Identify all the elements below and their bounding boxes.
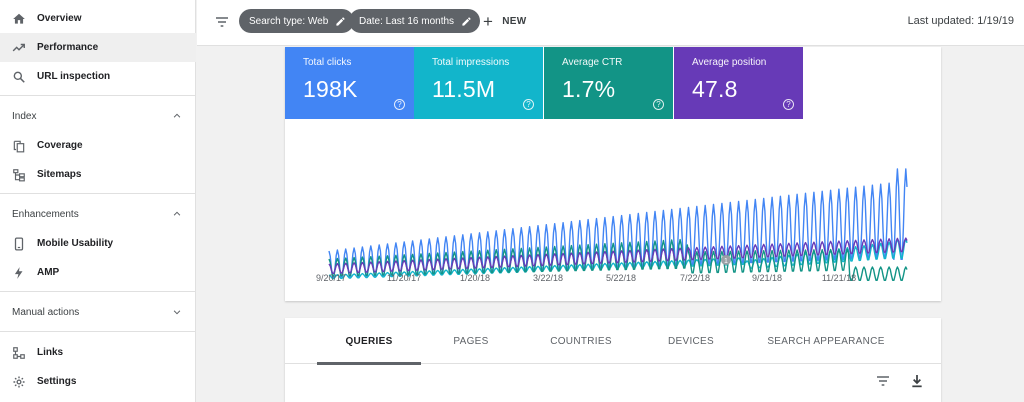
sidebar-item-links[interactable]: Links [0, 338, 196, 367]
sidebar-item-label: Mobile Usability [37, 238, 114, 249]
sidebar-item-label: Links [37, 347, 64, 358]
download-icon[interactable] [909, 373, 925, 389]
sidebar-item-sitemaps[interactable]: Sitemaps [0, 160, 196, 189]
tab-search-appearance[interactable]: SEARCH APPEARANCE [761, 318, 891, 364]
x-tick-label: 3/22/18 [533, 273, 563, 283]
chip-label: Date: Last 16 months [359, 15, 455, 27]
filter-rows-icon[interactable] [875, 373, 891, 389]
help-icon[interactable]: ? [783, 99, 794, 110]
home-icon [12, 12, 26, 26]
x-tick-label: 9/21/18 [752, 273, 782, 283]
tab-label: PAGES [453, 335, 489, 347]
metric-average-ctr[interactable]: Average CTR 1.7% ? [544, 47, 673, 119]
divider [0, 95, 196, 96]
edit-icon [462, 16, 471, 26]
chevron-up-icon [173, 113, 181, 118]
metric-value: 11.5M [432, 76, 496, 102]
section-title: Enhancements [12, 208, 79, 220]
help-icon[interactable]: ? [394, 99, 405, 110]
search-type-chip[interactable]: Search type: Web [239, 9, 355, 33]
sidebar-item-settings[interactable]: Settings [0, 367, 196, 396]
sidebar-item-label: Performance [37, 42, 99, 53]
help-icon[interactable]: ? [523, 99, 534, 110]
help-icon[interactable]: ? [653, 99, 664, 110]
annotation-marker[interactable]: 1 [721, 255, 731, 265]
edit-icon [336, 16, 345, 26]
sidebar-item-label: Sitemaps [37, 169, 82, 180]
divider [0, 193, 196, 194]
x-tick-label: 1/20/18 [460, 273, 490, 283]
active-tab-indicator [317, 362, 421, 365]
sidebar-item-url-inspection[interactable]: URL inspection [0, 62, 196, 91]
chip-label: Search type: Web [249, 15, 329, 27]
x-tick-label: 7/22/18 [680, 273, 710, 283]
results-table-card: QUERIES PAGES COUNTRIES DEVICES SEARCH A… [285, 318, 941, 402]
series-line-4 [328, 237, 908, 275]
x-tick-label: 11/20/17 [387, 273, 421, 283]
sidebar-item-mobile-usability[interactable]: Mobile Usability [0, 229, 196, 258]
chevron-down-icon [173, 310, 181, 315]
metric-label: Total clicks [303, 57, 352, 68]
sidebar-item-overview[interactable]: Overview [0, 4, 196, 33]
tab-pages[interactable]: PAGES [421, 318, 521, 364]
links-icon [12, 346, 26, 360]
metric-value: 198K [303, 76, 358, 102]
sidebar: Overview Performance URL inspection Inde… [0, 0, 196, 402]
search-icon [12, 70, 26, 84]
annotation-marker-label: 1 [724, 258, 728, 265]
performance-line-chart[interactable]: 9/20/17 11/20/17 1/20/18 3/22/18 5/22/18 7/22… [285, 119, 941, 301]
sidebar-item-label: URL inspection [37, 71, 111, 82]
section-title: Index [12, 110, 37, 122]
date-range-chip[interactable]: Date: Last 16 months [349, 9, 481, 33]
metric-average-position[interactable]: Average position 47.8 ? [674, 47, 803, 119]
tab-label: COUNTRIES [550, 335, 612, 347]
metric-label: Total impressions [432, 57, 510, 68]
tab-devices[interactable]: DEVICES [641, 318, 741, 364]
metric-total-impressions[interactable]: Total impressions 11.5M ? [414, 47, 543, 119]
gear-icon [12, 375, 26, 389]
x-tick-label: 5/22/18 [606, 273, 636, 283]
copy-icon [12, 139, 26, 153]
plus-icon: + [483, 11, 494, 31]
filter-icon[interactable] [213, 14, 231, 30]
sidebar-item-coverage[interactable]: Coverage [0, 131, 196, 160]
metric-total-clicks[interactable]: Total clicks 198K ? [285, 47, 414, 119]
sidebar-item-amp[interactable]: AMP [0, 258, 196, 287]
chevron-up-icon [173, 211, 181, 216]
tab-label: QUERIES [345, 335, 393, 347]
new-button-label: NEW [502, 15, 527, 27]
divider [0, 331, 196, 332]
sitemap-icon [12, 168, 26, 182]
new-filter-button[interactable]: + NEW [483, 12, 526, 30]
bolt-icon [12, 266, 26, 280]
divider [0, 291, 196, 292]
metric-value: 47.8 [692, 76, 738, 102]
section-header-enhancements[interactable]: Enhancements [0, 202, 196, 226]
section-header-index[interactable]: Index [0, 104, 196, 128]
tab-label: DEVICES [667, 335, 714, 347]
tab-countries[interactable]: COUNTRIES [531, 318, 631, 364]
tab-queries[interactable]: QUERIES [317, 318, 421, 365]
annotation-marker-dot [721, 255, 731, 265]
tabs-bar: QUERIES PAGES COUNTRIES DEVICES SEARCH A… [285, 318, 941, 365]
metric-label: Average CTR [562, 57, 623, 68]
performance-chart-card: Total clicks 198K ? Total impressions 11… [285, 47, 941, 301]
metric-value: 1.7% [562, 76, 616, 102]
sidebar-item-performance[interactable]: Performance [0, 33, 196, 62]
sidebar-item-label: Settings [37, 376, 77, 387]
x-tick-label: 9/20/17 [316, 273, 346, 283]
tab-label: SEARCH APPEARANCE [767, 335, 885, 347]
section-title: Manual actions [12, 306, 80, 318]
x-tick-label: 11/21/18 [822, 273, 856, 283]
sidebar-item-label: Coverage [37, 140, 83, 151]
sidebar-item-label: AMP [37, 267, 60, 278]
section-header-manual-actions[interactable]: Manual actions [0, 300, 196, 324]
top-bar: Search type: Web Date: Last 16 months + … [197, 0, 1024, 46]
last-updated-text: Last updated: 1/19/19 [907, 15, 1014, 27]
trending-up-icon [12, 41, 26, 55]
sidebar-item-label: Overview [37, 13, 82, 24]
smartphone-icon [12, 237, 26, 251]
metric-label: Average position [692, 57, 767, 68]
series-line-3 [328, 238, 908, 281]
